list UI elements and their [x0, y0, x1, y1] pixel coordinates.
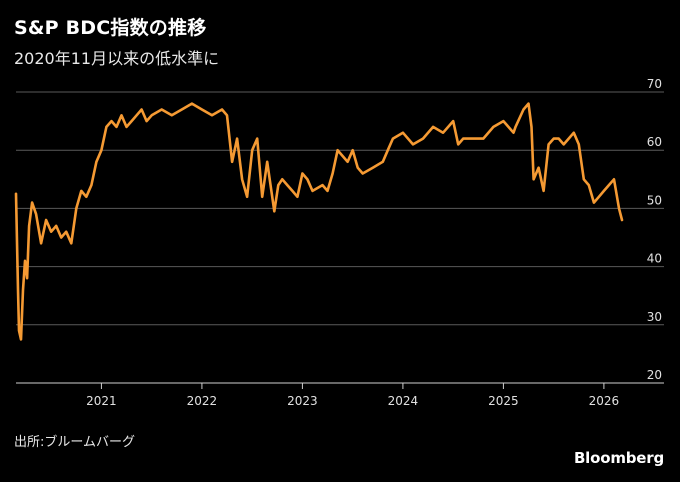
x-tick-label: 2025	[488, 394, 519, 408]
grid-lines	[16, 91, 664, 326]
y-tick-label: 50	[647, 193, 662, 207]
bloomberg-logo: Bloomberg	[573, 449, 664, 467]
x-axis	[16, 382, 664, 389]
chart-subtitle: 2020年11月以来の低水準に	[14, 49, 220, 68]
x-tick-label: 2026	[589, 394, 620, 408]
y-axis-tick-labels: 20 30 40 50 60 70	[647, 77, 662, 382]
y-tick-label: 60	[647, 135, 662, 149]
x-tick-label: 2024	[388, 394, 419, 408]
source-note: 出所:ブルームバーグ	[14, 435, 135, 450]
series-line	[14, 102, 624, 341]
y-tick-label: 30	[647, 310, 662, 324]
y-tick-label: 40	[647, 252, 662, 266]
x-axis-tick-labels: 2021 2022 2023 2024 2025 2026	[86, 394, 619, 408]
chart-title: S&P BDC指数の推移	[14, 17, 207, 39]
y-tick-label: 70	[647, 77, 662, 91]
x-tick-label: 2022	[187, 394, 218, 408]
x-tick-label: 2021	[86, 394, 117, 408]
y-tick-label: 20	[647, 368, 662, 382]
x-tick-label: 2023	[287, 394, 318, 408]
